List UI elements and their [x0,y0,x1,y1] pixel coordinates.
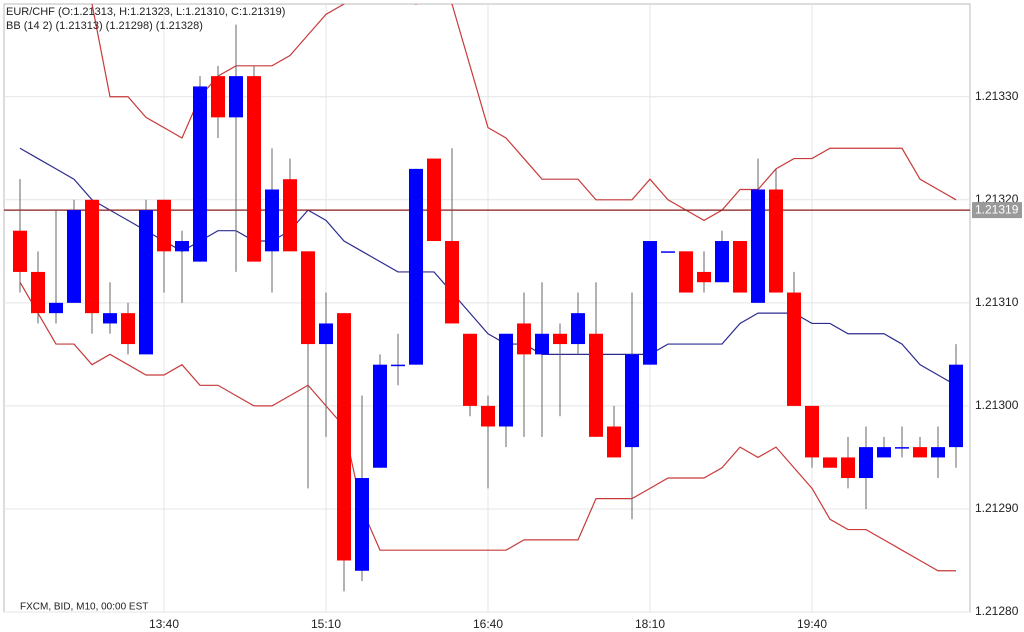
x-tick-label: 19:40 [797,617,827,631]
candle-body [913,447,927,458]
candle-body [157,199,171,252]
candle-body [805,405,819,458]
y-tick-label: 1.21300 [975,398,1019,412]
candle-body [283,179,297,252]
band-lower [19,281,956,572]
candle-body [895,447,909,449]
candle-body [85,199,99,314]
candle-body [301,251,315,345]
candle-body [193,86,207,262]
candle-body [769,189,783,293]
x-tick-label: 18:10 [635,617,665,631]
x-tick-label: 16:40 [473,617,503,631]
candle-body [571,313,585,345]
candle-body [679,251,693,293]
candle-body [535,333,549,355]
candle-body [787,292,801,406]
candle-body [211,76,225,118]
chart-title: EUR/CHF (O:1.21313, H:1.21323, L:1.21310… [6,6,285,18]
candle-body [823,457,837,468]
candle-body [877,447,891,458]
candle-body [697,271,711,283]
candle-body [103,313,117,324]
candle-body [589,333,603,437]
candle-body [391,364,405,367]
candle-body [247,76,261,262]
candle-body [841,457,855,479]
candle-body [355,478,369,571]
x-tick-label: 15:10 [311,617,341,631]
candle-body [265,189,279,252]
candle-body [409,168,423,365]
candle-body [337,313,351,561]
candle-body [13,230,27,272]
plot-area [4,4,970,592]
y-tick-label: 1.21290 [975,501,1019,515]
candle-body [553,333,567,345]
candle-body [607,426,621,458]
candle-body [643,241,657,365]
candle-body [949,364,963,448]
candle-body [625,354,639,448]
candle-body [859,447,873,479]
candle-body [481,405,495,427]
candle-body [175,241,189,252]
candle-body [445,241,459,324]
footnote: FXCM, BID, M10, 00:00 EST [20,602,148,613]
candle-body [319,323,333,345]
candle-body [427,158,441,242]
indicator-label: BB (14 2) (1.21313) (1.21298) (1.21328) [6,20,203,32]
y-tick-label: 1.21330 [975,89,1019,103]
candle-body [715,241,729,283]
y-tick-label: 1.21310 [975,295,1019,309]
candle-body [67,210,81,303]
last-price-label: 1.21319 [975,202,1019,216]
y-tick-label: 1.21280 [975,604,1019,618]
candle-body [751,189,765,303]
candle-body [931,447,945,458]
candle-body [661,251,675,253]
x-tick-label: 13:40 [149,617,179,631]
candle-body [373,364,387,468]
candle-body [463,333,477,406]
candle-body [229,76,243,118]
last-price-box [972,202,1022,219]
candle-body [517,323,531,355]
candle-body [499,333,513,427]
candle-body [139,210,153,355]
candle-body [31,271,45,314]
candle-body [121,313,135,345]
candle-body [733,241,747,293]
candle-body [49,302,63,314]
